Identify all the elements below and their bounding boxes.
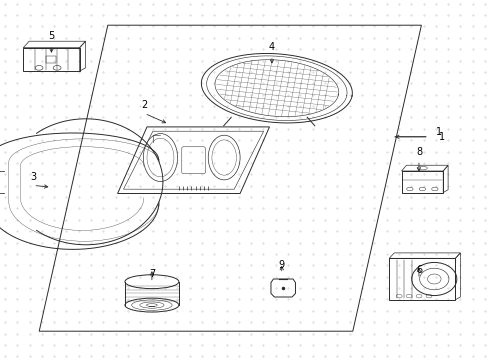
Text: 2: 2 [142, 100, 147, 110]
Text: 8: 8 [416, 147, 422, 157]
Text: 1: 1 [436, 127, 441, 137]
Text: 6: 6 [416, 265, 422, 275]
Text: 9: 9 [279, 260, 285, 270]
Text: 3: 3 [30, 172, 36, 182]
Text: 1: 1 [439, 132, 445, 142]
Text: 4: 4 [269, 42, 275, 52]
Text: 7: 7 [149, 269, 155, 279]
Text: 5: 5 [49, 31, 54, 41]
